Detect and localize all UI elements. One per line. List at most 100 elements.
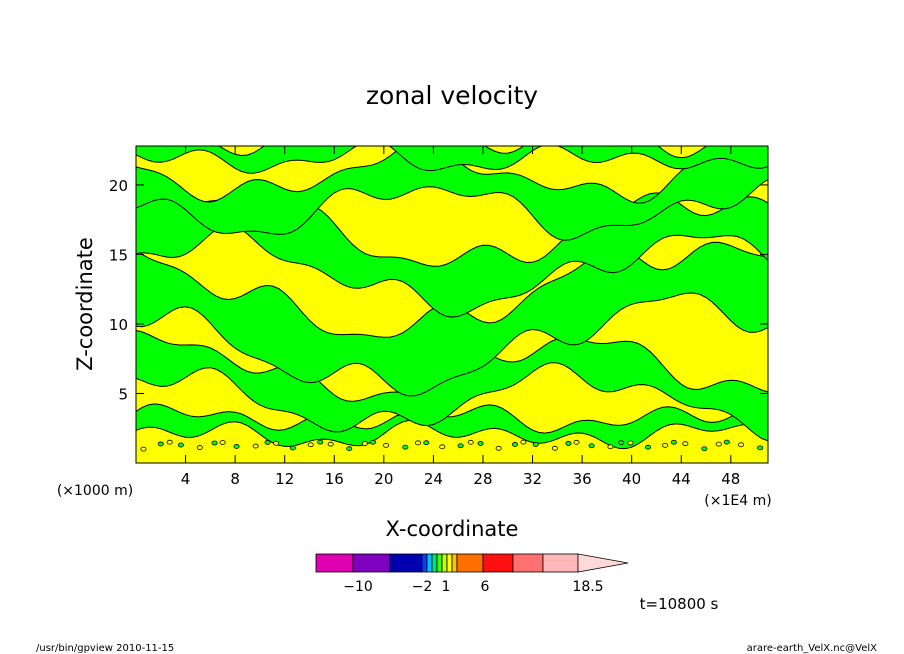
contour-island [723,439,730,445]
time-label: t=10800 s [640,595,719,613]
colorbar-segment [482,553,514,573]
contour-island [196,445,203,450]
x-tick-label: 44 [672,470,691,488]
contour-island [327,441,334,447]
colorbar-tick-labels: −10 −2 1 6 18.5 [343,579,603,595]
contour-island [423,440,430,446]
footer-left: /usr/bin/gpview 2010-11-15 [36,643,174,654]
contour-island [757,445,764,451]
x-axis-label: X-coordinate [386,517,519,541]
contour-island [701,446,708,452]
negative-contour-band [136,241,768,397]
contour-island [565,441,572,446]
contour-island [383,443,390,448]
x-unit-left: (×1000 m) [57,483,133,499]
contour-island [233,444,240,449]
colorbar-segment [389,553,423,573]
x-unit-right: (×1E4 m) [704,493,771,509]
colorbar-segment [436,553,443,573]
x-axis-ticks: 4 8 12 16 20 24 28 32 36 40 44 48 [181,146,740,488]
contour-island [618,440,625,446]
contour-island [157,441,164,447]
colorbar-segment [421,553,428,573]
y-tick-label: 15 [109,246,128,264]
contour-island [495,445,502,451]
colorbar-segment [446,553,453,573]
contour-island [588,443,595,449]
contour-island [662,442,669,448]
chart-title: zonal velocity [366,81,538,110]
x-tick-label: 28 [473,470,492,488]
contour-island [415,440,422,446]
contour-island [645,444,652,450]
colorbar-segment [315,553,354,573]
colorbar-tick-label: 1 [442,579,451,595]
contour-island [166,439,173,445]
colorbar [315,553,629,573]
contour-island [402,444,409,450]
colorbar-arrow [577,553,629,573]
contour-island [369,439,376,445]
contour-island [520,439,527,445]
contour-island [682,441,689,447]
colorbar-segment [441,553,448,573]
contour-island [264,440,271,445]
contour-island [607,444,614,450]
plot-area [135,145,769,464]
x-tick-label: 40 [622,470,641,488]
colorbar-segment [352,553,391,573]
colorbar-segment [542,553,579,573]
x-tick-label: 48 [721,470,740,488]
contour-island [627,440,634,446]
negative-contour-band [136,146,768,174]
colorbar-tick-label: 6 [481,579,490,595]
contour-island [140,446,147,452]
contour-island [551,445,558,451]
colorbar-tick-label: −2 [412,579,433,595]
x-tick-label: 36 [573,470,592,488]
contour-field [136,146,768,452]
contour-island [361,441,368,447]
colorbar-tick-label: 18.5 [572,579,603,595]
colorbar-segment [456,553,484,573]
plot-frame [135,145,769,464]
contour-island [457,443,464,449]
x-tick-label: 8 [230,470,240,488]
contour-island [532,442,539,447]
contour-island [715,441,722,447]
y-tick-label: 5 [118,385,128,403]
contour-island [346,446,353,452]
y-axis-ticks: 5 10 15 20 [109,177,768,403]
contour-island [573,439,580,445]
contour-island [177,442,184,448]
contour-island [738,442,745,448]
negative-contour-band [136,329,768,442]
contour-island [289,445,296,451]
negative-contour-band [136,146,768,241]
contour-island [252,443,259,449]
y-tick-label: 10 [109,316,128,334]
contour-island [439,444,446,450]
x-tick-label: 32 [523,470,542,488]
contour-island [511,442,518,447]
x-tick-label: 16 [325,470,344,488]
x-tick-label: 20 [374,470,393,488]
colorbar-segment [512,553,544,573]
contour-island [477,441,484,446]
footer-right: arare-earth_VelX.nc@VelX [747,643,878,654]
x-tick-label: 4 [181,470,191,488]
contour-island [467,439,474,445]
x-tick-label: 12 [275,470,294,488]
colorbar-tick-label: −10 [343,579,373,595]
contour-island [317,439,324,445]
colorbar-segment [431,553,438,573]
y-tick-label: 20 [109,177,128,195]
contour-island [307,442,314,448]
contour-island [670,439,677,445]
contour-island [273,440,280,446]
colorbar-segment [451,553,458,573]
y-axis-label: Z-coordinate [73,237,97,371]
contour-island [211,440,218,446]
colorbar-segment [426,553,433,573]
